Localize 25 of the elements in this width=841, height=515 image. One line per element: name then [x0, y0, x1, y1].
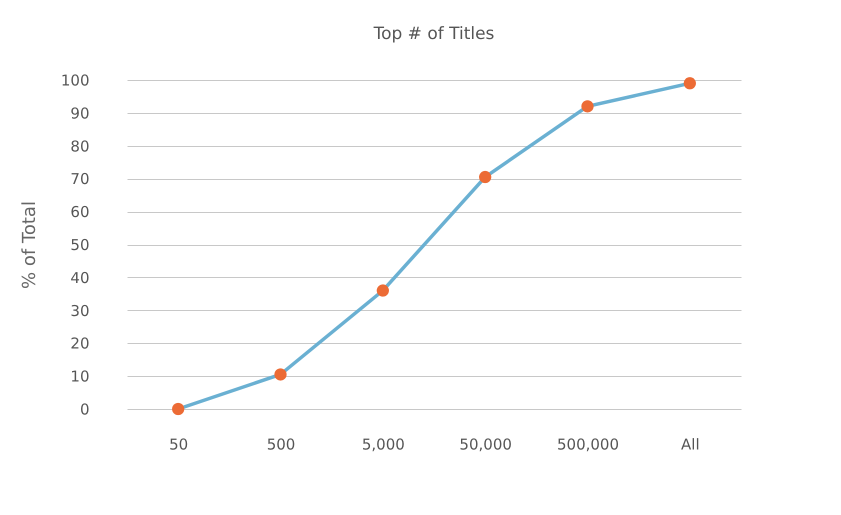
y-tick-label: 10	[70, 368, 90, 386]
point	[479, 170, 492, 184]
y-tick-label: 60	[70, 203, 90, 222]
x-tick-label: 500,000	[556, 436, 620, 454]
x-tick-label: 50	[169, 436, 188, 454]
y-tick-label: 40	[70, 268, 90, 287]
point	[684, 77, 696, 90]
y-tick-label: 30	[70, 302, 90, 320]
point	[274, 368, 287, 381]
y-tick-label: 0	[80, 400, 90, 418]
point	[172, 402, 184, 416]
x-tick-label: 5,000	[362, 436, 405, 454]
point	[581, 100, 594, 112]
y-tick-label: 70	[70, 170, 90, 188]
y-tick-label: 50	[70, 236, 90, 254]
x-tick-label: All	[681, 436, 700, 454]
x-tick-label: 500	[266, 436, 296, 454]
y-tick-label: 20	[70, 334, 90, 353]
y-tick-label: 100	[60, 72, 90, 90]
y-axis-title: % of Total	[18, 201, 40, 289]
y-tick-label: 90	[70, 104, 90, 122]
point	[376, 284, 389, 297]
chart-title: Top # of Titles	[372, 24, 495, 44]
y-tick-label: 80	[70, 137, 90, 156]
x-tick-label: 50,000	[459, 436, 512, 454]
